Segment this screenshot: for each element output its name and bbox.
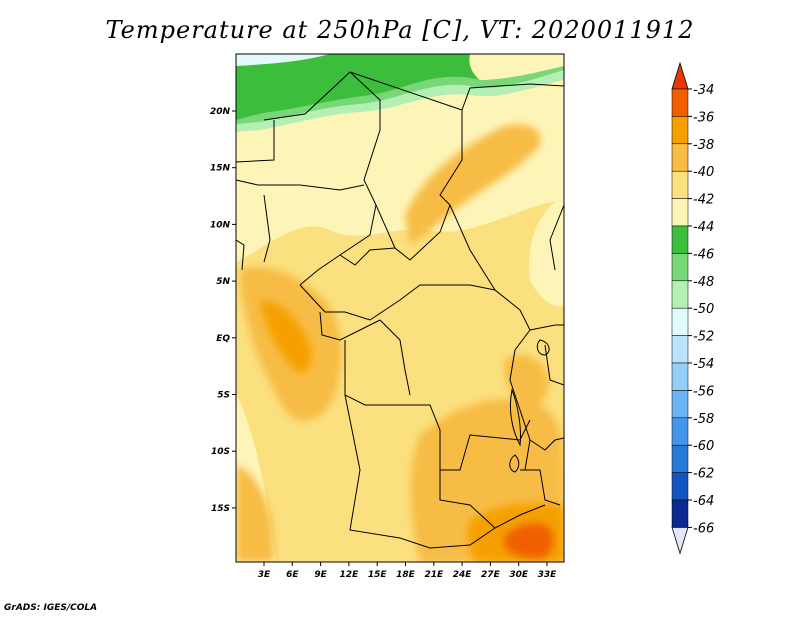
lon-label: 9E xyxy=(314,570,327,580)
temperature-field xyxy=(236,54,564,562)
colorbar-segment xyxy=(671,335,689,364)
lat-label: 15N xyxy=(210,164,231,174)
colorbar-label: -62 xyxy=(693,467,714,482)
colorbar-segment xyxy=(671,417,689,446)
colorbar-segment xyxy=(671,170,689,199)
lat-label: EQ xyxy=(216,334,230,344)
colorbar-label: -64 xyxy=(693,494,714,509)
lon-label: 6E xyxy=(286,570,299,580)
lon-label: 30E xyxy=(509,570,529,580)
lat-label: 20N xyxy=(210,107,231,117)
pale-top-left xyxy=(236,54,330,66)
colorbar-bottom-arrow xyxy=(671,527,689,555)
grads-credit: GrADS: IGES/COLA xyxy=(4,603,98,613)
colorbar-segment xyxy=(671,499,689,528)
colorbar-label: -66 xyxy=(693,521,714,536)
lon-label: 3E xyxy=(258,570,271,580)
colorbar-segment xyxy=(671,307,689,336)
colorbar-segment xyxy=(671,143,689,172)
colorbar-label: -60 xyxy=(693,439,714,454)
colorbar-label: -46 xyxy=(693,247,714,262)
lon-label: 15E xyxy=(368,570,388,580)
map-frame xyxy=(235,53,565,563)
colorbar-segment xyxy=(671,198,689,227)
colorbar-segment xyxy=(671,362,689,391)
latitude-axis: 20N 15N 10N 5N EQ 5S 10S 15S xyxy=(210,107,236,514)
lat-label: 10S xyxy=(211,447,230,457)
chart-title: Temperature at 250hPa [C], VT: 202001191… xyxy=(105,16,695,44)
colorbar-label: -52 xyxy=(693,330,714,345)
colorbar-segment xyxy=(671,390,689,419)
lon-label: 27E xyxy=(481,570,501,580)
lon-label: 24E xyxy=(453,570,473,580)
colorbar-label: -36 xyxy=(693,110,714,125)
red-orange-south xyxy=(505,523,553,559)
lat-label: 5S xyxy=(217,391,230,401)
lat-label: 10N xyxy=(210,220,231,230)
lakes xyxy=(509,339,550,473)
colorbar-segment xyxy=(671,88,689,117)
orange-southwest xyxy=(236,465,275,562)
colorbar-segment xyxy=(671,225,689,254)
colorbar-segment xyxy=(671,116,689,145)
colorbar-segment xyxy=(671,253,689,282)
lon-label: 33E xyxy=(538,570,558,580)
lon-label: 18E xyxy=(396,570,416,580)
orange-ridge-north xyxy=(405,124,541,245)
colorbar-label: -44 xyxy=(693,220,714,235)
colorbar-label: -50 xyxy=(693,302,714,317)
colorbar-label: -42 xyxy=(693,193,714,208)
lat-label: 15S xyxy=(211,504,230,514)
longitude-axis: 3E 6E 9E 12E 15E 18E 21E 24E 27E 30E 33E xyxy=(258,562,557,580)
colorbar-label: -34 xyxy=(693,83,714,98)
pale-east xyxy=(529,195,564,307)
colorbar-label: -48 xyxy=(693,275,714,290)
colorbar-label: -56 xyxy=(693,384,714,399)
colorbar-top-arrow xyxy=(671,61,689,90)
colorbar-segment xyxy=(671,280,689,309)
colorbar-label: -40 xyxy=(693,165,714,180)
deep-orange-west xyxy=(260,300,312,373)
colorbar-label: -58 xyxy=(693,412,714,427)
orange-east-lake xyxy=(504,355,549,406)
pale-top-right xyxy=(469,54,564,80)
colorbar-segment xyxy=(671,444,689,473)
colorbar-label: -38 xyxy=(693,138,714,153)
lat-label: 5N xyxy=(216,277,230,287)
lon-label: 21E xyxy=(424,570,444,580)
colorbar: -34 -36 -38 -40 -42 -44 -46 -48 -50 -52 -54 -56 -58 -… xyxy=(671,61,714,555)
colorbar-segment xyxy=(671,472,689,501)
country-borders xyxy=(236,71,564,549)
lon-label: 12E xyxy=(340,570,360,580)
colorbar-label: -54 xyxy=(693,357,714,372)
